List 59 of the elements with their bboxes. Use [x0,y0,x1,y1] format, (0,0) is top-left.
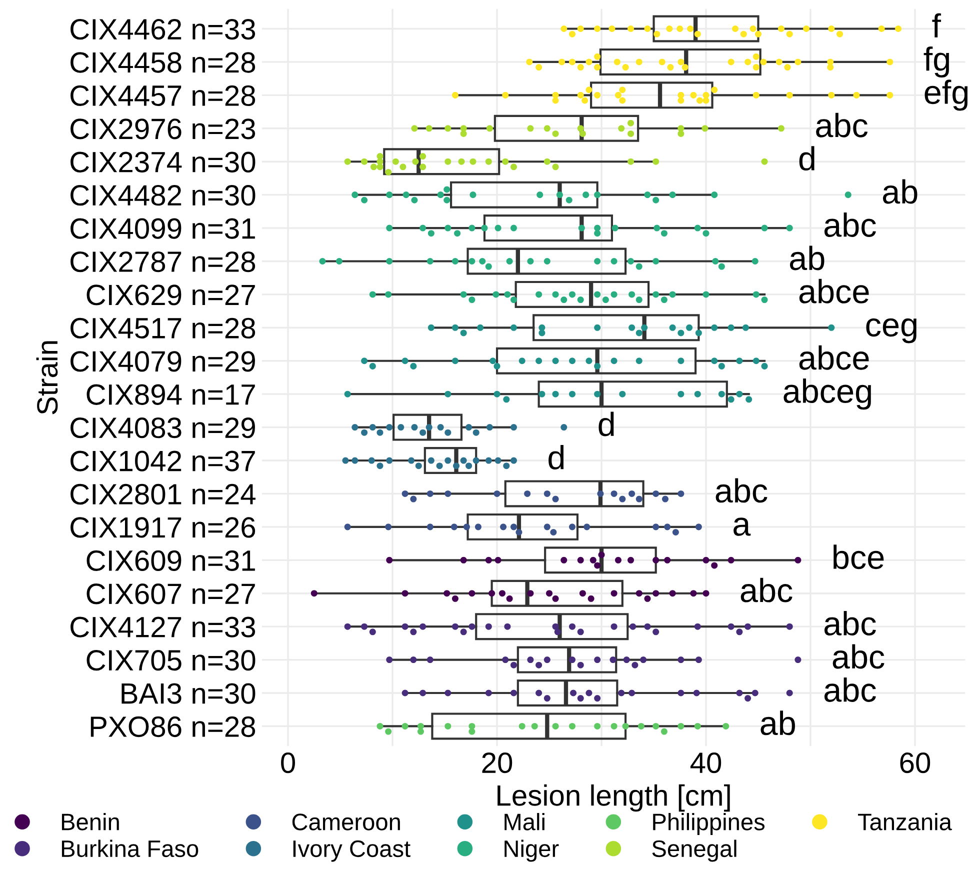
y-axis-title: Strain [36,341,58,414]
y-tick-label: BAI3 n=30 [122,683,256,704]
annotation: abc [824,677,876,702]
y-tick-label: CIX4482 n=30 [70,185,256,206]
annotation: abc [740,578,792,602]
y-tick-label: CIX2801 n=24 [70,484,256,505]
annotation: fg [924,46,950,78]
y-tick-label: CIX4517 n=28 [70,318,256,339]
annotation: ab [882,179,918,204]
y-tick-label: CIX2976 n=23 [70,118,256,140]
y-tick-label: CIX629 n=27 [86,284,255,306]
annotation: abc [832,644,884,669]
annotation: d [548,444,564,470]
y-tick-label: CIX2374 n=30 [70,152,256,172]
legend-label: Tanzania [858,813,952,830]
y-tick-label: CIX1917 n=26 [70,517,256,538]
y-tick-label: CIX705 n=30 [86,650,256,671]
annotation: f [932,13,942,38]
annotation: abceg [784,378,871,410]
legend-label: Ivory Coast [293,840,410,862]
annotation: d [598,412,614,436]
y-tick-label: CIX607 n=27 [86,584,255,604]
annotation: bce [834,544,884,570]
y-tick-label: PXO86 n=28 [90,716,256,738]
annotation: efg [924,80,968,111]
annotation: abc [824,212,876,237]
annotation: d [799,146,814,171]
legend-label: Niger [504,840,559,862]
annotation: ab [760,710,795,736]
y-tick-label: CIX4099 n=31 [70,218,255,239]
x-tick-label: 40 [690,752,722,774]
y-tick-label: CIX2787 n=28 [70,251,256,272]
annotation: a [734,518,751,536]
y-tick-label: CIX4083 n=29 [70,418,255,438]
x-tick-label: 0 [281,752,295,774]
legend-label: Senegal [652,840,736,862]
x-tick-label: 60 [900,752,930,774]
legend-label: Benin [62,813,119,830]
annotation: ceg [866,318,916,344]
y-tick-label: CIX609 n=31 [86,550,255,572]
annotation: abc [824,611,876,636]
y-tick-label: CIX894 n=17 [86,384,255,405]
legend-label: Burkina Faso [62,840,198,858]
y-tick-label: CIX1042 n=37 [70,450,255,472]
y-tick-label: CIX4458 n=28 [70,52,256,73]
y-tick-label: CIX4462 n=33 [70,18,256,40]
legend-label: Cameroon [292,814,400,830]
annotation: ab [790,246,824,270]
y-tick-label: CIX4079 n=29 [70,351,255,372]
legend-label: Philippines [653,813,765,836]
annotation: abce [799,345,869,370]
y-tick-label: CIX4457 n=28 [70,85,256,106]
y-tick-label: CIX4127 n=33 [70,616,256,638]
x-tick-label: 20 [482,752,512,774]
annotation: abc [716,478,768,503]
legend-label: Mali [504,813,544,830]
annotation: abc [816,112,868,138]
annotation: abce [799,278,869,304]
x-axis-title: Lesion length [cm] [498,784,730,812]
